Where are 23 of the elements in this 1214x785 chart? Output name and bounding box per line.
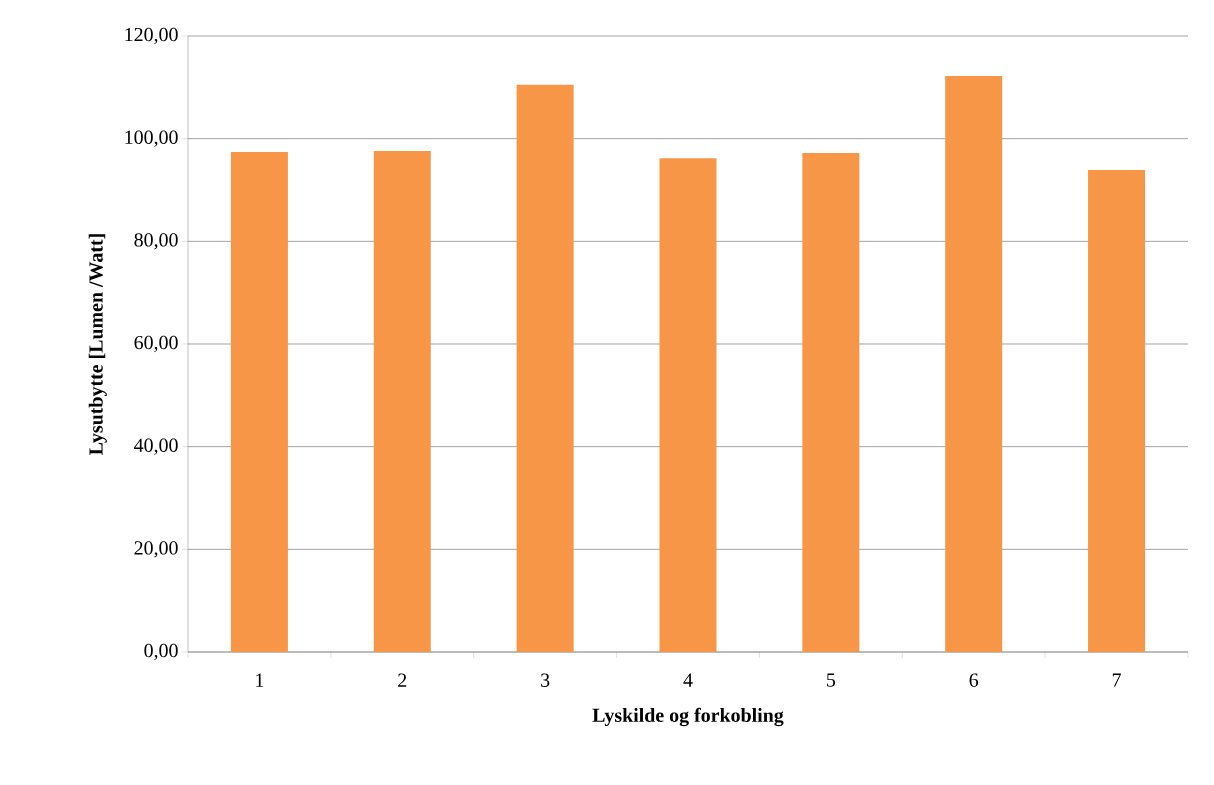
x-tick-label: 3 [541,673,550,687]
y-tick-label: 100,00 [125,130,178,147]
bar [230,152,288,652]
x-tick-label: 5 [827,673,836,687]
y-axis-title: Lysutbytte [Lumen /Watt] [88,234,107,455]
x-axis-title: Lyskilde og forkobling [592,707,784,727]
x-tick-label: 4 [683,673,693,687]
bar [659,158,717,652]
y-tick-label: 20,00 [134,541,178,558]
bar [1088,169,1146,652]
bar [516,84,574,652]
x-tick-label: 7 [1112,673,1121,687]
bar [373,150,431,652]
y-tick-label: 60,00 [134,335,178,353]
x-tick-label: 6 [969,673,979,687]
y-tick-label: 0,00 [144,643,178,661]
bar [802,153,860,652]
x-tick-label: 1 [256,673,264,687]
bar [945,76,1003,652]
y-tick-label: 120,00 [125,27,178,45]
y-tick-label: 80,00 [134,233,178,250]
y-tick-label: 40,00 [134,438,178,455]
x-tick-label: 2 [398,673,407,687]
